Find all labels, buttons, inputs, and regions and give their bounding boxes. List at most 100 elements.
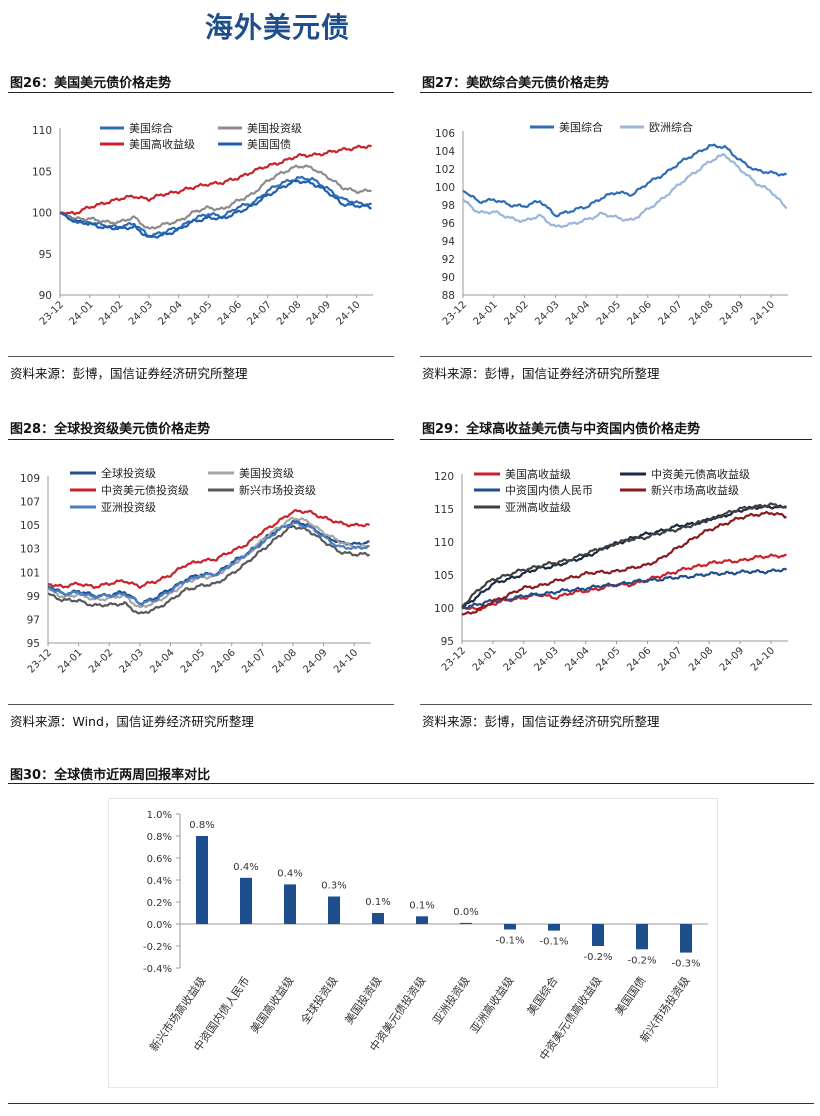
- category-label-2: 美国高收益级: [247, 974, 296, 1036]
- x-tick-label: 24-04: [148, 647, 176, 675]
- data-label-2: 0.4%: [277, 868, 302, 879]
- figure-28-bottom-rule: [8, 704, 394, 705]
- x-tick-label: 23-12: [38, 299, 66, 327]
- x-tick-label: 24-05: [594, 645, 622, 673]
- x-tick-label: 24-03: [118, 647, 146, 675]
- bar-7: [504, 924, 516, 930]
- series-line-3: [59, 179, 373, 239]
- category-label-10: 美国国债: [612, 974, 649, 1018]
- y-tick-label: 90: [442, 272, 455, 284]
- legend-label-0: 美国综合: [129, 121, 173, 135]
- y-tick-label: -0.2%: [143, 942, 172, 953]
- figure-26-bottom-rule: [8, 356, 394, 357]
- x-tick-label: 24-01: [56, 647, 84, 675]
- x-tick-label: 24-07: [656, 645, 684, 673]
- y-tick-label: 98: [442, 200, 455, 212]
- x-tick-label: 24-10: [334, 299, 362, 327]
- x-tick-label: 23-12: [441, 299, 469, 327]
- x-tick-label: 24-02: [87, 647, 115, 675]
- x-tick-label: 24-08: [271, 647, 299, 675]
- figure-29-title: 图29：全球高收益美元债与中资国内债价格走势: [422, 422, 701, 437]
- y-tick-label: 97: [27, 614, 40, 626]
- page-bottom-rule: [8, 1103, 814, 1104]
- bar-8: [548, 924, 560, 931]
- y-tick-label: 90: [39, 290, 52, 302]
- figure-30-top-rule: [8, 783, 814, 784]
- y-tick-label: 107: [20, 497, 40, 509]
- series-line-1: [462, 153, 788, 229]
- page-title: 海外美元债: [204, 11, 350, 44]
- data-label-4: 0.1%: [365, 897, 390, 908]
- series-line-0: [462, 143, 787, 218]
- legend-label-3: 美国国债: [247, 137, 291, 151]
- figure-29-top-rule: [420, 439, 812, 440]
- legend-label-1: 中资美元债高收益级: [651, 467, 750, 481]
- series-line-4: [47, 521, 370, 606]
- y-tick-label: 100: [435, 182, 455, 194]
- legend-label-4: 亚洲投资级: [101, 500, 156, 514]
- data-label-5: 0.1%: [409, 900, 434, 911]
- x-tick-label: 24-10: [332, 647, 360, 675]
- x-tick-label: 24-06: [209, 647, 237, 675]
- bar-6: [460, 922, 472, 924]
- x-tick-label: 24-01: [67, 299, 95, 327]
- figure-29-source: 资料来源：彭博，国信证券经济研究所整理: [422, 714, 660, 729]
- data-label-3: 0.3%: [321, 881, 346, 892]
- bar-5: [416, 916, 428, 924]
- data-label-1: 0.4%: [233, 862, 258, 873]
- y-tick-label: 88: [442, 290, 455, 302]
- chart-30: -0.4%-0.2%0.0%0.2%0.4%0.6%0.8%1.0%0.8%新兴…: [108, 798, 718, 1088]
- y-tick-label: 110: [32, 125, 52, 137]
- x-tick-label: 24-05: [186, 299, 214, 327]
- series-line-0: [461, 553, 787, 612]
- y-tick-label: 103: [20, 544, 40, 556]
- series-line-2: [59, 144, 373, 216]
- figure-26-title: 图26：美国美元债价格走势: [10, 76, 172, 91]
- legend-label-2: 中资国内债人民币: [505, 483, 593, 497]
- legend-label-1: 欧洲综合: [649, 120, 693, 134]
- legend-label-1: 美国投资级: [239, 466, 294, 480]
- bar-1: [240, 877, 252, 924]
- y-tick-label: 95: [39, 249, 52, 261]
- y-tick-label: 0.8%: [147, 832, 172, 843]
- x-tick-label: 24-04: [156, 299, 184, 327]
- x-tick-label: 24-05: [595, 299, 623, 327]
- x-tick-label: 24-01: [471, 645, 499, 673]
- x-tick-label: 24-06: [216, 299, 244, 327]
- x-tick-label: 24-08: [687, 645, 715, 673]
- category-label-4: 美国投资级: [341, 974, 384, 1027]
- y-tick-label: 101: [20, 567, 40, 579]
- figure-27-source: 资料来源：彭博，国信证券经济研究所整理: [422, 366, 660, 381]
- figure-28-top-rule: [8, 439, 394, 440]
- y-tick-label: 0.2%: [147, 898, 172, 909]
- x-tick-label: 24-07: [656, 299, 684, 327]
- y-tick-label: 99: [27, 591, 40, 603]
- series-line-4: [461, 502, 787, 608]
- series-line-1: [59, 164, 372, 230]
- y-tick-label: 0.6%: [147, 854, 172, 865]
- data-label-11: -0.3%: [671, 959, 700, 970]
- figure-27-top-rule: [420, 92, 812, 93]
- x-tick-label: 23-12: [440, 645, 468, 673]
- legend-label-0: 美国综合: [559, 120, 603, 134]
- legend-label-4: 亚洲高收益级: [505, 500, 571, 514]
- y-tick-label: 109: [20, 473, 40, 485]
- figure-29-bottom-rule: [420, 704, 812, 705]
- series-line-2: [461, 567, 787, 610]
- y-tick-label: 110: [434, 537, 454, 549]
- y-tick-label: 92: [442, 254, 455, 266]
- y-tick-label: 95: [27, 638, 40, 650]
- x-tick-label: 24-03: [127, 299, 155, 327]
- x-tick-label: 24-03: [533, 299, 561, 327]
- y-tick-label: 100: [434, 603, 454, 615]
- x-tick-label: 23-12: [26, 647, 54, 675]
- bar-11: [680, 924, 692, 953]
- figure-26-top-rule: [8, 92, 394, 93]
- figure-28-source: 资料来源：Wind，国信证券经济研究所整理: [10, 714, 254, 729]
- legend-label-2: 中资美元债投资级: [101, 483, 189, 497]
- bar-9: [592, 924, 604, 946]
- y-tick-label: 96: [442, 218, 456, 230]
